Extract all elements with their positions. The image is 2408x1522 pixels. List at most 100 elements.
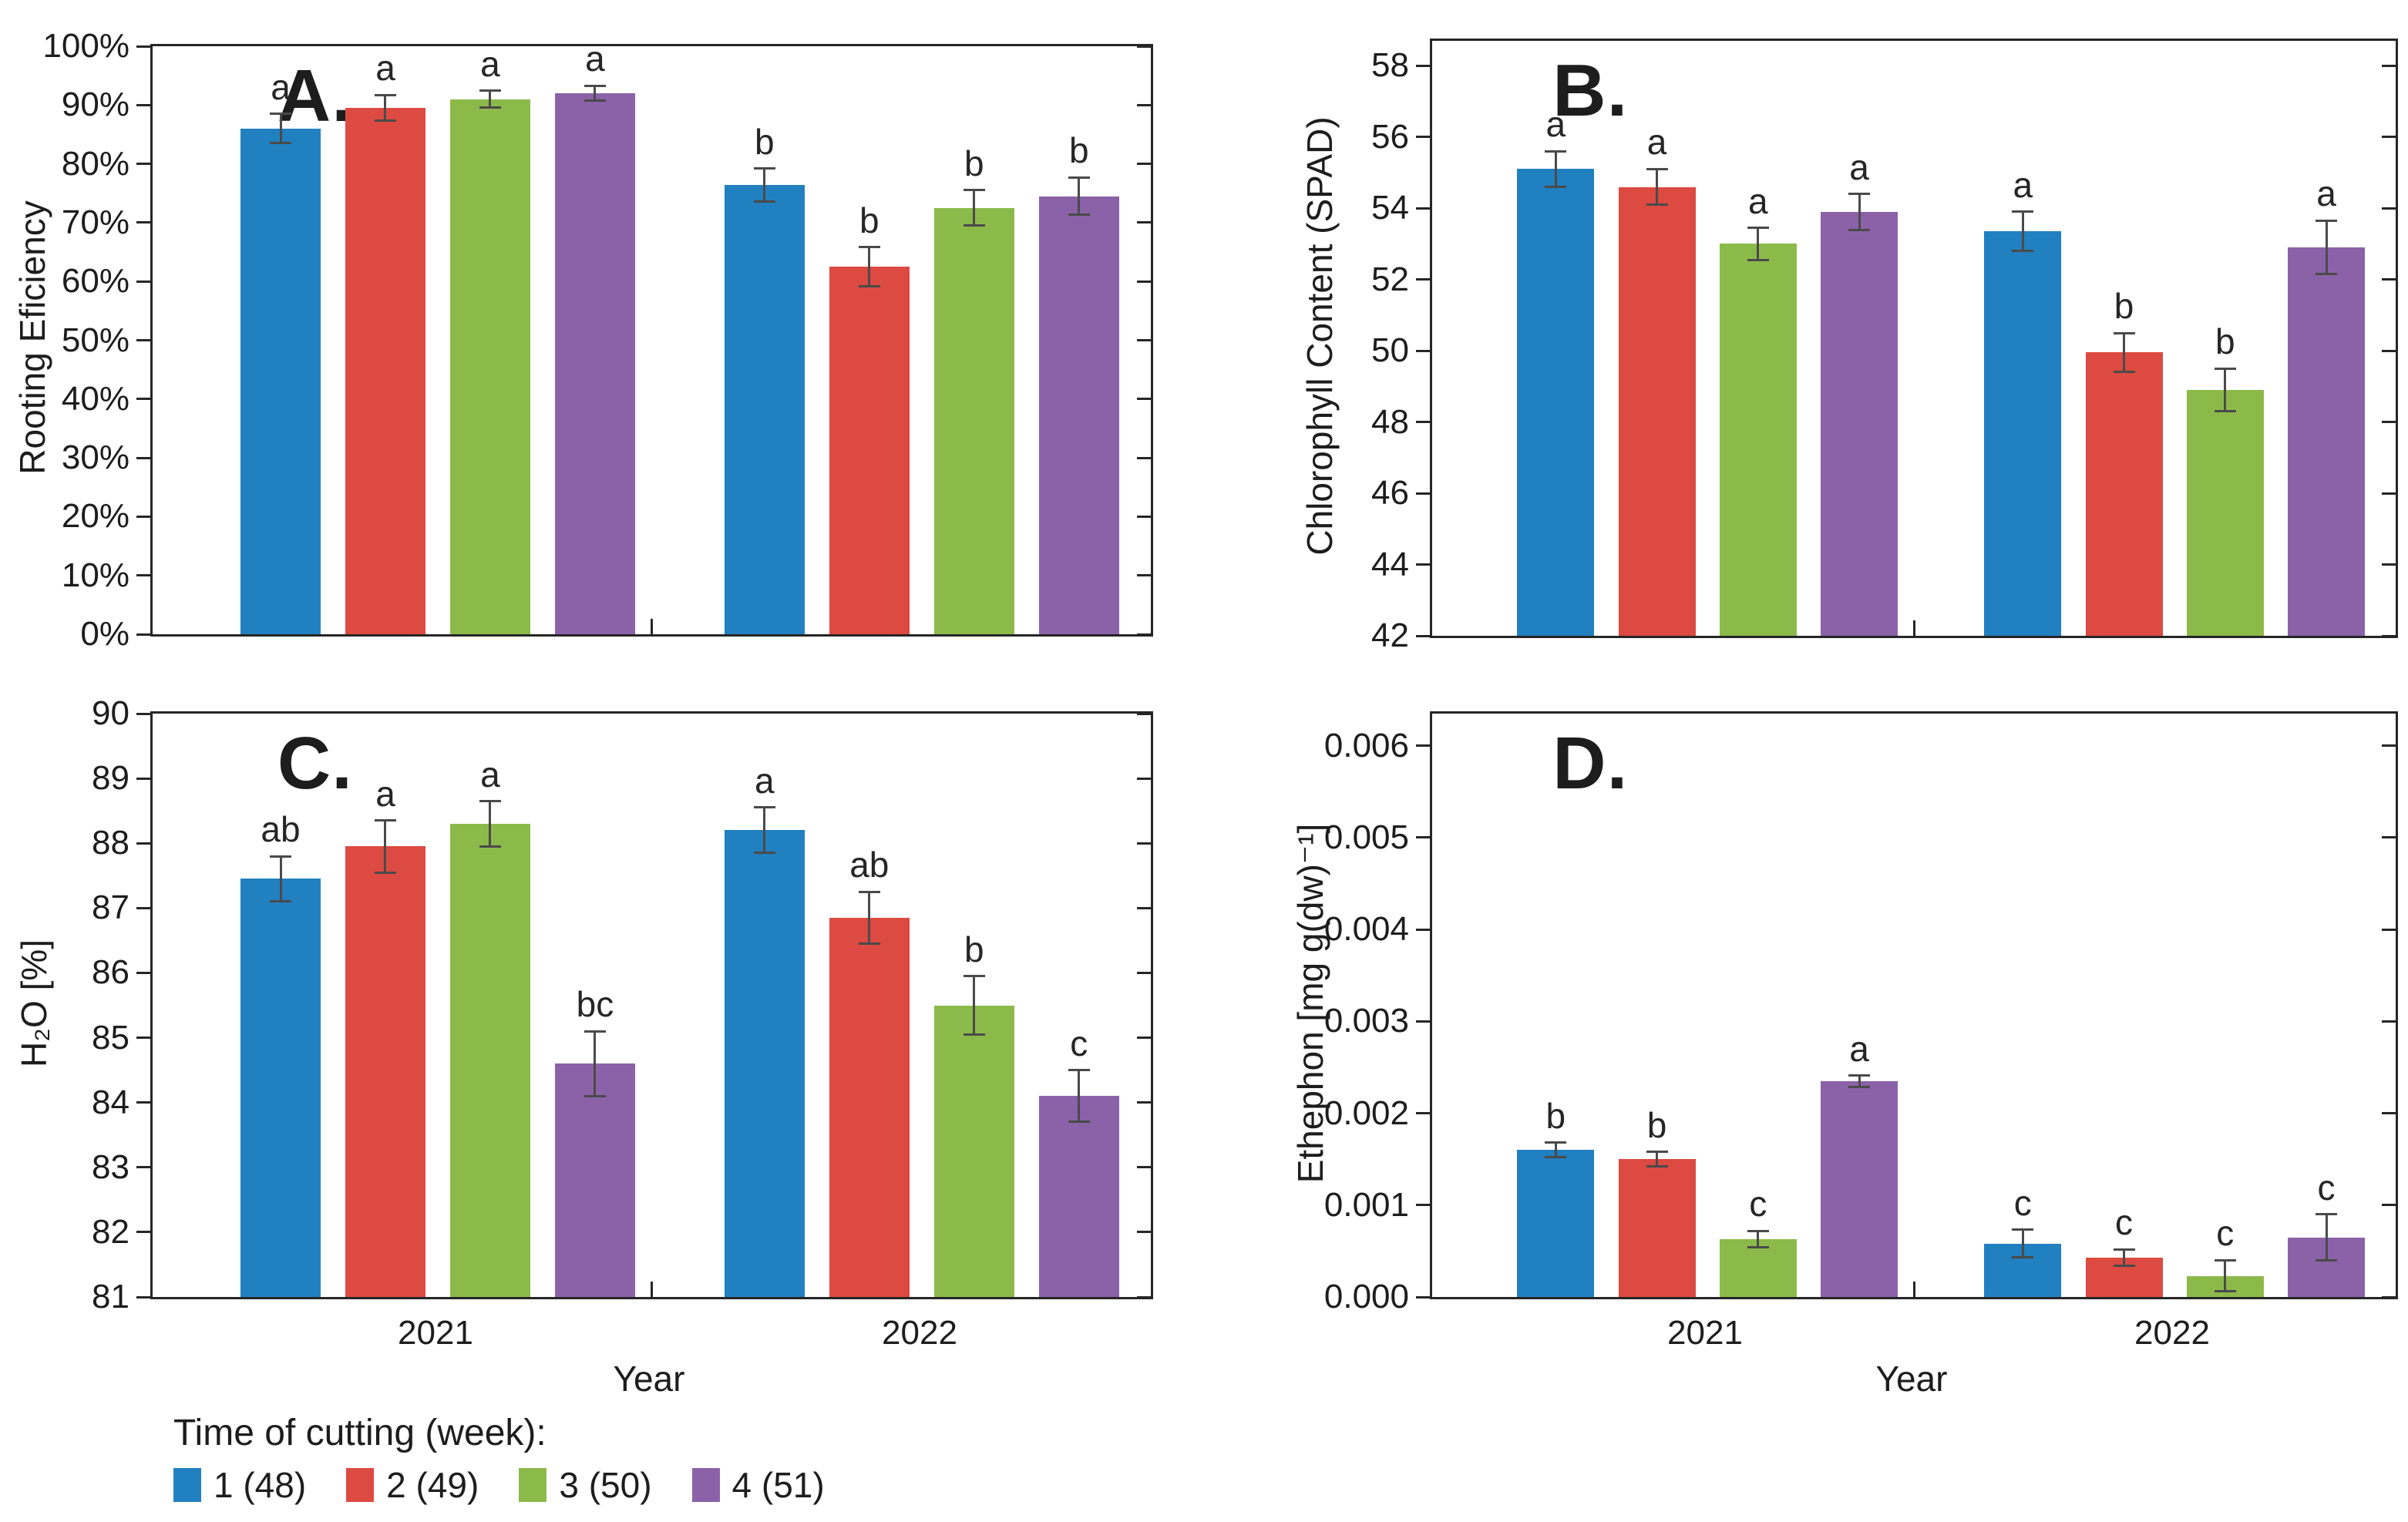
significance-letter: a <box>1545 104 1566 145</box>
y-tick <box>1416 634 1430 637</box>
y-tick-label: 40% <box>61 379 129 418</box>
error-bar <box>489 90 492 108</box>
y-tick <box>1416 836 1430 839</box>
legend-swatch <box>691 1468 720 1502</box>
error-bar-cap <box>584 1094 606 1097</box>
y-tick <box>1137 398 1151 401</box>
error-bar-cap <box>1545 1141 1567 1144</box>
bar <box>450 823 530 1297</box>
error-bar-cap <box>2214 1258 2236 1262</box>
y-tick <box>1137 971 1151 974</box>
error-bar-cap <box>2316 1213 2337 1216</box>
y-tick <box>2382 278 2396 281</box>
error-bar-cap <box>584 84 606 87</box>
legend-label: 1 (48) <box>214 1465 307 1505</box>
bar <box>1517 1150 1595 1297</box>
error-bar-cap <box>270 900 292 903</box>
error-bar-cap <box>374 119 396 123</box>
error-bar <box>594 86 597 101</box>
error-bar-cap <box>374 93 396 96</box>
y-tick <box>2382 634 2396 637</box>
y-tick-label: 100% <box>42 27 129 65</box>
error-bar-cap <box>2113 1264 2135 1267</box>
y-tick <box>136 45 150 48</box>
y-tick <box>1137 1295 1151 1299</box>
y-tick <box>136 221 150 224</box>
y-tick-label: 10% <box>61 556 129 594</box>
bar <box>345 846 425 1297</box>
panel-b-plot: B. 42 44 46 48 50 52 54 56 58 a a a b a b a a <box>1371 39 2398 654</box>
error-bar-cap <box>2316 219 2337 222</box>
y-tick-label: 83 <box>92 1147 129 1186</box>
y-tick <box>2382 1112 2396 1115</box>
y-tick <box>136 574 150 577</box>
y-tick-label: 0% <box>80 615 129 653</box>
error-bar <box>1858 1075 1861 1087</box>
y-tick-label: 0.005 <box>1323 818 1409 856</box>
y-tick-label: 0.003 <box>1323 1002 1409 1040</box>
error-bar-cap <box>2012 1228 2034 1231</box>
y-tick-label: 81 <box>92 1278 129 1315</box>
error-bar-cap <box>2214 1290 2236 1293</box>
significance-letter: a <box>2013 164 2033 205</box>
panel-a-y-axis-title: Rooting Eficiency <box>12 200 52 475</box>
bar <box>2186 390 2264 636</box>
legend-swatch <box>346 1468 375 1502</box>
significance-letter: a <box>1747 180 1768 221</box>
error-bar-cap <box>858 942 880 946</box>
y-tick <box>1416 421 1430 424</box>
bar <box>1821 211 1898 636</box>
error-bar-cap <box>1747 1246 1769 1249</box>
y-tick <box>136 1295 150 1299</box>
panel-d-plot: D. 0.000 0.001 0.002 0.003 0.004 0.005 0.006 b c… <box>1324 711 2398 1315</box>
y-tick <box>2382 563 2396 566</box>
bar <box>555 93 635 634</box>
legend-title: Time of cutting (week): <box>173 1413 547 1453</box>
error-bar-cap <box>858 246 880 249</box>
panel-a-label: A. <box>277 55 353 137</box>
panel-c-xtick-2021: 2021 <box>398 1314 473 1352</box>
error-bar-cap <box>1646 167 1668 170</box>
error-bar-cap <box>2113 331 2135 334</box>
y-tick <box>1137 633 1151 636</box>
error-bar-cap <box>1646 1151 1668 1154</box>
y-tick <box>2382 928 2396 931</box>
significance-letter: b <box>1068 130 1089 171</box>
y-tick <box>1137 515 1151 518</box>
y-tick <box>2382 836 2396 839</box>
significance-letter: c <box>2317 1167 2336 1208</box>
bar <box>933 207 1014 634</box>
y-tick <box>2382 349 2396 352</box>
y-tick <box>1137 456 1151 459</box>
y-tick <box>2382 1204 2396 1207</box>
y-tick <box>1416 349 1430 352</box>
error-bar-cap <box>374 871 396 874</box>
y-tick-label: 42 <box>1371 617 1409 654</box>
significance-letter: a <box>2316 173 2336 214</box>
significance-letter: a <box>1849 1028 1869 1069</box>
y-tick <box>1137 1166 1151 1169</box>
error-bar <box>1554 151 1557 187</box>
x-mid-tick <box>1912 1282 1915 1297</box>
error-bar <box>279 113 282 143</box>
y-tick-label: 20% <box>61 497 129 536</box>
y-tick <box>1137 777 1151 780</box>
error-bar-cap <box>2113 371 2135 374</box>
y-tick <box>2382 1020 2396 1023</box>
bar <box>2288 247 2365 636</box>
error-bar-cap <box>753 806 775 809</box>
significance-letter: c <box>2216 1213 2235 1254</box>
y-tick <box>1416 207 1430 210</box>
panel-c-label: C. <box>277 722 353 805</box>
error-bar <box>1078 1070 1081 1122</box>
y-tick-label: 0.000 <box>1323 1278 1409 1315</box>
bar <box>1618 186 1696 636</box>
error-bar-cap <box>2012 1256 2034 1259</box>
bar <box>1038 1096 1119 1297</box>
error-bar-cap <box>963 189 985 192</box>
y-tick-label: 46 <box>1371 474 1409 512</box>
significance-letter: a <box>585 39 605 79</box>
significance-letter: c <box>1070 1023 1088 1063</box>
error-bar <box>1554 1142 1557 1157</box>
error-bar-cap <box>858 890 880 893</box>
